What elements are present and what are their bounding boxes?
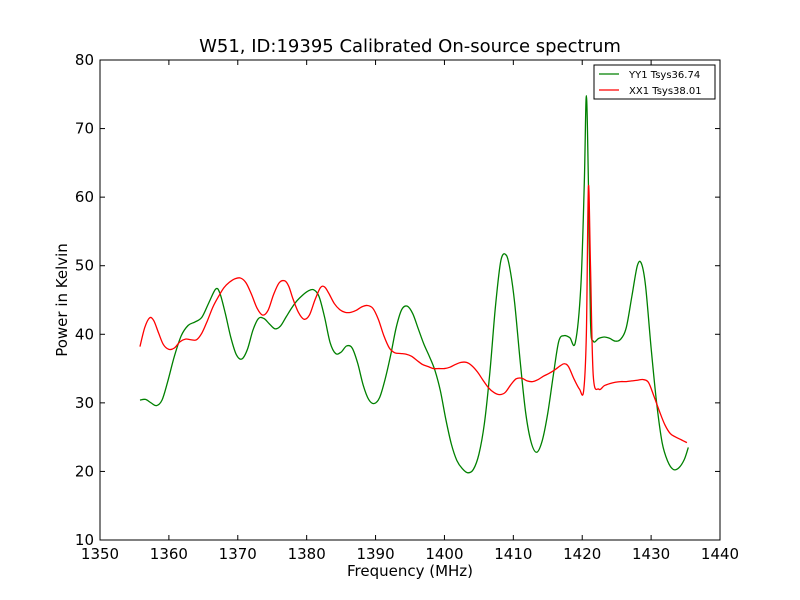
y-tick-label: 60	[75, 188, 94, 206]
x-axis-ticks: 1350 1360 1370 1380 1390 1400 1410 1420 1430 1440	[81, 60, 739, 563]
x-tick-label: 1400	[425, 545, 463, 563]
y-tick-label: 20	[75, 462, 94, 480]
x-tick-label: 1430	[632, 545, 670, 563]
x-tick-label: 1370	[219, 545, 257, 563]
y-axis-ticks: 10 20 30 40 50 60 70 80	[75, 51, 720, 549]
x-axis-label: Frequency (MHz)	[347, 562, 473, 580]
y-tick-label: 10	[75, 531, 94, 549]
series-layer	[139, 95, 689, 474]
x-tick-label: 1350	[81, 545, 119, 563]
x-tick-label: 1390	[356, 545, 394, 563]
y-tick-label: 40	[75, 325, 94, 343]
y-axis-label: Power in Kelvin	[53, 243, 71, 357]
series-line-xx1	[139, 184, 688, 444]
chart-title: W51, ID:19395 Calibrated On-source spect…	[199, 36, 621, 57]
x-tick-label: 1420	[563, 545, 601, 563]
y-tick-label: 50	[75, 257, 94, 275]
y-tick-label: 80	[75, 51, 94, 69]
series-line-yy1	[139, 95, 689, 474]
y-tick-label: 30	[75, 394, 94, 412]
x-tick-label: 1410	[494, 545, 532, 563]
x-tick-label: 1380	[288, 545, 326, 563]
x-tick-label: 1360	[150, 545, 188, 563]
legend-box	[593, 64, 716, 100]
legend: YY1 Tsys36.74 XX1 Tsys38.01	[593, 64, 716, 100]
legend-label-yy1: YY1 Tsys36.74	[628, 70, 700, 81]
legend-label-xx1: XX1 Tsys38.01	[629, 86, 702, 97]
y-tick-label: 70	[75, 120, 94, 138]
plot-frame	[99, 59, 721, 541]
plot-area	[100, 60, 720, 540]
x-tick-label: 1440	[701, 545, 739, 563]
